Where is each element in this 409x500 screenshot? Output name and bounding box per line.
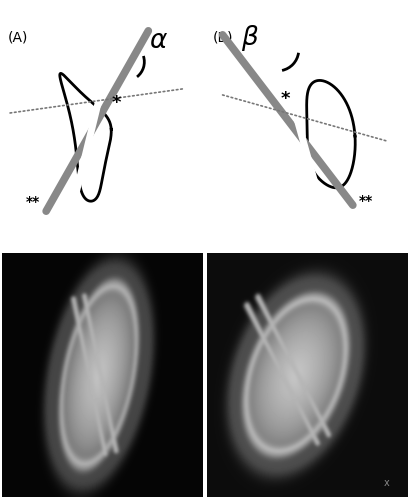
- Text: x: x: [384, 478, 390, 488]
- Text: *: *: [281, 90, 290, 108]
- Text: $\alpha$: $\alpha$: [149, 28, 168, 54]
- Text: **: **: [359, 194, 373, 208]
- Text: *: *: [112, 94, 121, 112]
- Text: **: **: [26, 195, 40, 209]
- Text: +: +: [303, 208, 319, 228]
- Text: $\beta$: $\beta$: [240, 23, 258, 53]
- Text: −: −: [381, 148, 397, 167]
- Text: (B): (B): [213, 31, 233, 45]
- Text: +: +: [68, 208, 84, 227]
- Text: −: −: [5, 156, 21, 176]
- Text: (A): (A): [8, 31, 29, 45]
